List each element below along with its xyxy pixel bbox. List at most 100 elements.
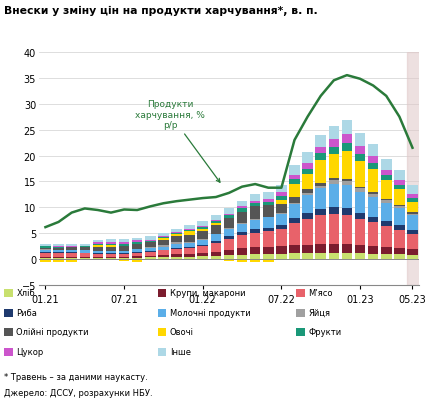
Bar [79, 260, 90, 261]
Bar [67, 247, 77, 248]
Bar [119, 239, 129, 242]
Bar [263, 247, 273, 254]
Bar [250, 248, 260, 254]
Bar [184, 226, 195, 229]
Bar [381, 254, 391, 260]
Bar [368, 198, 378, 217]
Bar [224, 228, 234, 229]
Bar [119, 260, 129, 261]
Bar [394, 248, 405, 254]
Bar [197, 222, 208, 226]
Bar [381, 222, 391, 226]
Bar [40, 244, 51, 246]
Bar [289, 166, 300, 175]
Bar [394, 190, 405, 205]
Bar [263, 200, 273, 203]
Bar [329, 155, 339, 179]
Bar [79, 246, 90, 247]
Bar [224, 237, 234, 239]
Bar [407, 53, 420, 286]
Bar [211, 224, 221, 225]
Bar [132, 242, 143, 244]
Bar [67, 253, 77, 257]
Bar [224, 250, 234, 256]
Bar [407, 194, 418, 198]
Bar [368, 170, 378, 193]
Text: Овочі: Овочі [170, 328, 194, 337]
Bar [250, 207, 260, 219]
Text: * Травень – за даними наукасту.: * Травень – за даними наукасту. [4, 372, 148, 381]
Bar [276, 247, 287, 254]
Bar [289, 180, 300, 184]
Bar [224, 209, 234, 214]
Bar [79, 258, 90, 260]
Bar [171, 245, 182, 248]
Bar [315, 189, 326, 209]
Bar [289, 224, 300, 246]
Bar [394, 185, 405, 190]
Bar [106, 239, 116, 242]
Bar [145, 256, 156, 258]
Bar [315, 183, 326, 186]
Bar [224, 256, 234, 260]
Bar [368, 217, 378, 223]
Bar [407, 198, 418, 202]
Text: Риба: Риба [16, 308, 37, 317]
Bar [315, 154, 326, 160]
Bar [40, 252, 51, 253]
Bar [342, 120, 352, 135]
Bar [289, 204, 300, 219]
Bar [171, 230, 182, 233]
Bar [184, 235, 195, 242]
Bar [158, 239, 168, 240]
Bar [106, 247, 116, 252]
Bar [302, 219, 313, 245]
Bar [67, 258, 77, 260]
Bar [171, 234, 182, 235]
Bar [342, 180, 352, 181]
Bar [355, 155, 365, 161]
Bar [250, 254, 260, 260]
Bar [355, 213, 365, 219]
Bar [263, 206, 273, 217]
Bar [407, 215, 418, 230]
Bar [407, 214, 418, 215]
Bar [315, 253, 326, 260]
Bar [106, 258, 116, 260]
Bar [197, 226, 208, 228]
Bar [342, 144, 352, 151]
Bar [184, 231, 195, 232]
Bar [132, 238, 143, 241]
Bar [342, 135, 352, 144]
Bar [119, 257, 129, 258]
Text: Цукор: Цукор [16, 347, 44, 356]
Bar [381, 159, 391, 170]
Bar [171, 248, 182, 249]
Bar [158, 234, 168, 237]
Bar [250, 220, 260, 230]
Bar [368, 157, 378, 163]
Bar [237, 233, 247, 236]
Text: Хліб: Хліб [16, 289, 35, 298]
Bar [53, 245, 64, 247]
Bar [315, 135, 326, 147]
Bar [368, 145, 378, 157]
Bar [302, 190, 313, 194]
Bar [211, 252, 221, 256]
Bar [394, 181, 405, 185]
Text: Інше: Інше [170, 347, 191, 356]
Bar [79, 247, 90, 248]
Bar [355, 254, 365, 260]
Bar [145, 241, 156, 243]
Bar [276, 213, 287, 214]
Bar [171, 237, 182, 243]
Bar [197, 256, 208, 260]
Bar [184, 232, 195, 235]
Bar [197, 254, 208, 256]
Bar [315, 186, 326, 189]
Bar [289, 184, 300, 197]
Bar [158, 256, 168, 258]
Bar [407, 230, 418, 234]
Bar [329, 184, 339, 207]
Bar [158, 250, 168, 251]
